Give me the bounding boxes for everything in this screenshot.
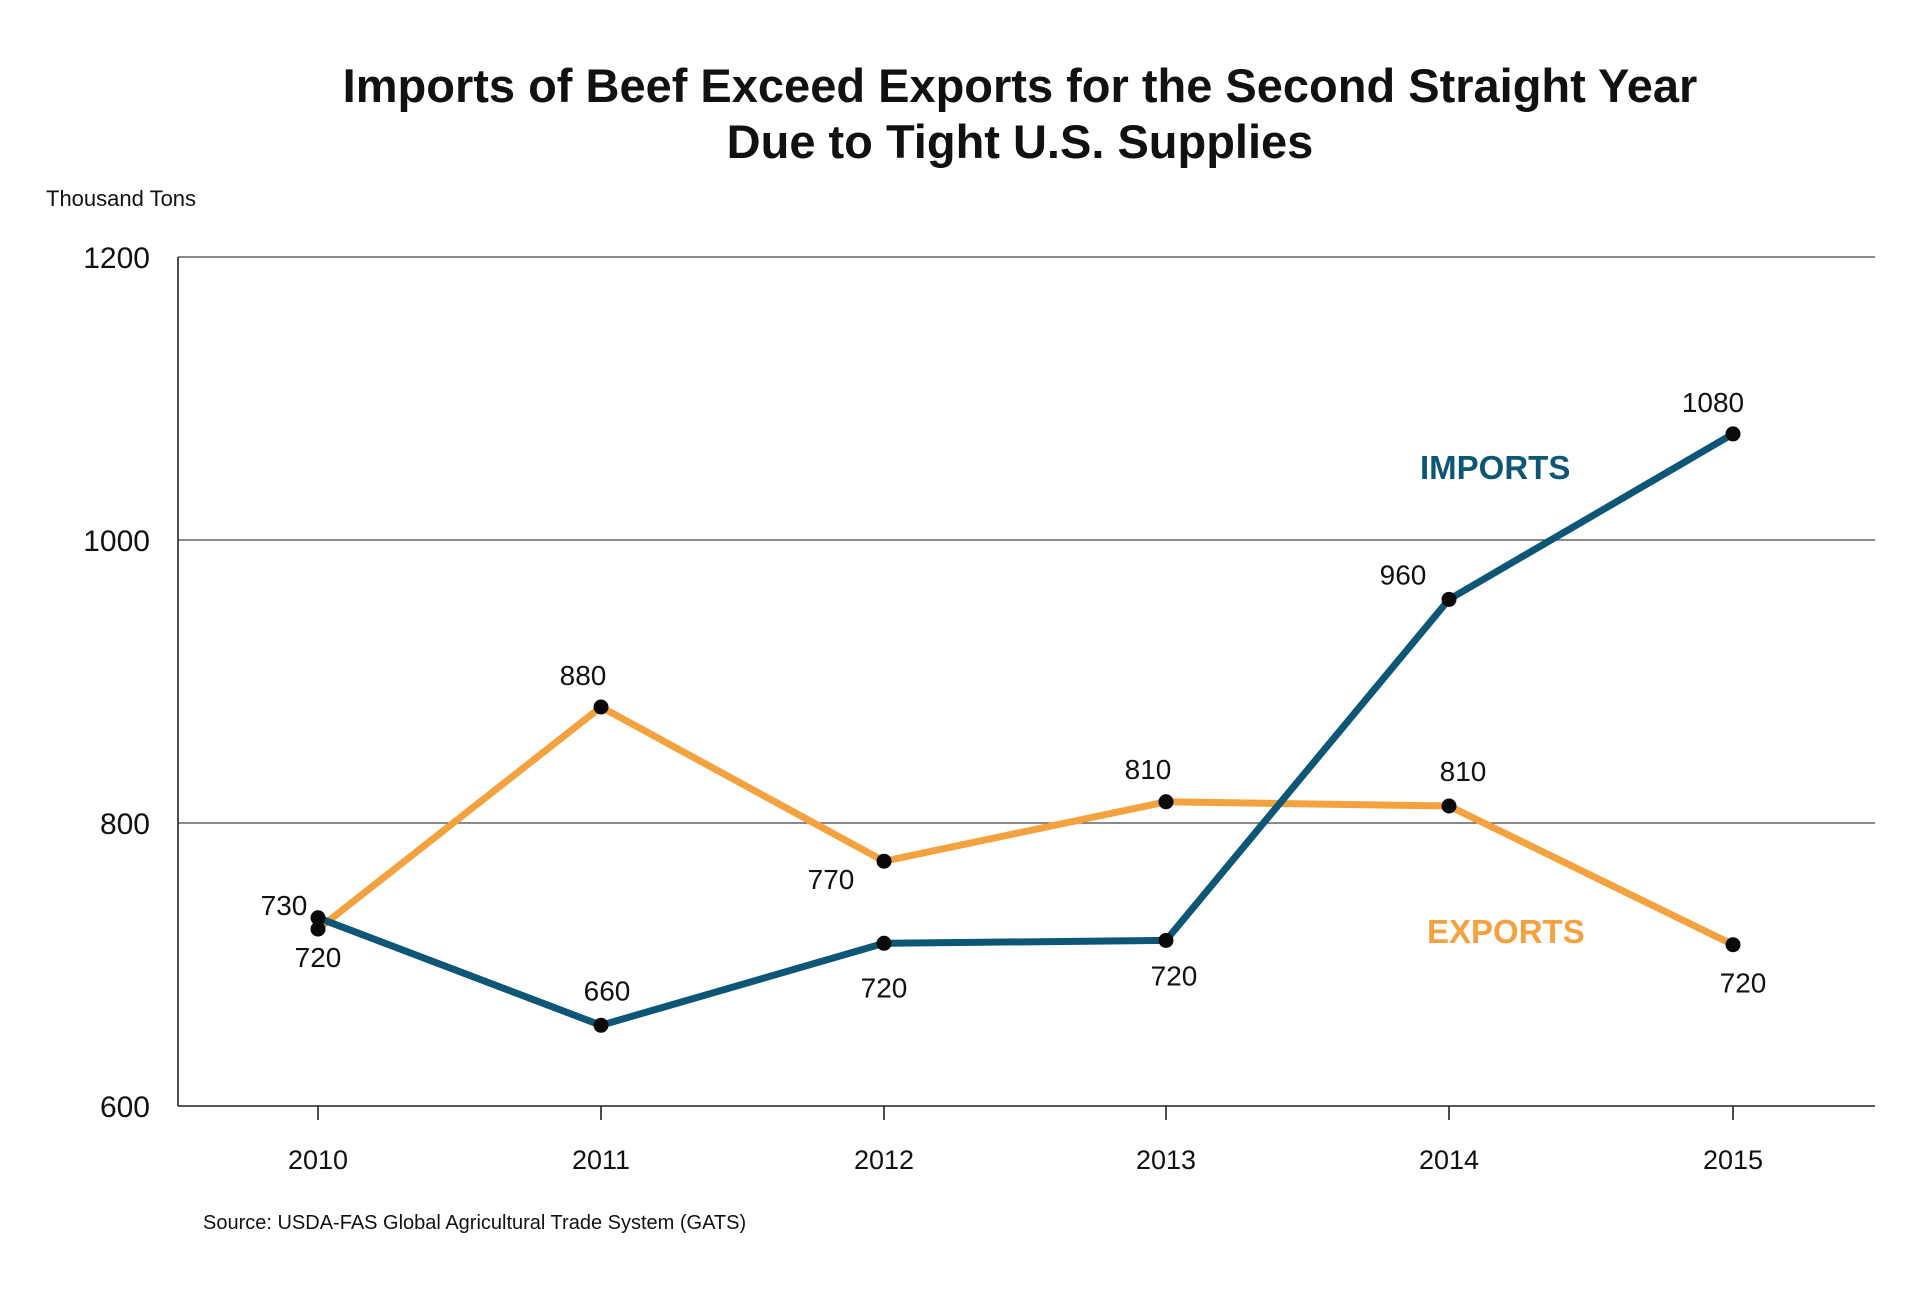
y-tick-label: 1200 bbox=[83, 242, 150, 275]
imports-data-label-2010: 720 bbox=[295, 942, 342, 973]
imports-point-2013 bbox=[1158, 932, 1174, 948]
imports-point-2012 bbox=[876, 935, 892, 951]
imports-data-label-2012: 720 bbox=[861, 972, 908, 1003]
exports-data-label-2014: 810 bbox=[1440, 756, 1487, 787]
x-tick-label: 2011 bbox=[572, 1145, 630, 1175]
source-note: Source: USDA-FAS Global Agricultural Tra… bbox=[203, 1212, 746, 1234]
x-tick-labels: 2010 2011 2012 2013 2014 2015 bbox=[288, 1145, 1763, 1175]
exports-data-label-2011: 880 bbox=[560, 660, 607, 691]
y-tick-label: 1000 bbox=[83, 525, 150, 558]
gridlines bbox=[178, 256, 1875, 824]
exports-series-label: EXPORTS bbox=[1427, 913, 1585, 950]
imports-point-2015 bbox=[1725, 426, 1741, 442]
exports-point-2011 bbox=[593, 699, 609, 715]
exports-point-2015 bbox=[1725, 937, 1741, 953]
chart-title-line-2: Due to Tight U.S. Supplies bbox=[727, 115, 1314, 168]
exports-line bbox=[315, 702, 1735, 948]
imports-data-label-2015: 1080 bbox=[1682, 387, 1744, 418]
exports-data-label-2010: 730 bbox=[261, 890, 308, 921]
chart-title-line-1: Imports of Beef Exceed Exports for the S… bbox=[343, 59, 1698, 112]
y-tick-label: 600 bbox=[100, 1091, 150, 1124]
exports-point-2014 bbox=[1441, 798, 1457, 814]
series-points bbox=[310, 426, 1741, 1033]
imports-data-label-2011: 660 bbox=[584, 975, 631, 1006]
series-lines bbox=[315, 430, 1735, 1029]
imports-series-label: IMPORTS bbox=[1420, 449, 1570, 486]
y-tick-label: 800 bbox=[100, 808, 150, 841]
imports-line bbox=[316, 430, 1735, 1029]
imports-point-2014 bbox=[1441, 591, 1457, 607]
exports-point-2012 bbox=[876, 853, 892, 869]
x-tick-label: 2013 bbox=[1136, 1145, 1196, 1175]
x-tick-label: 2015 bbox=[1703, 1145, 1763, 1175]
imports-data-label-2013: 720 bbox=[1151, 960, 1198, 991]
x-tick-label: 2012 bbox=[854, 1145, 914, 1175]
imports-point-2010 bbox=[310, 910, 326, 926]
exports-data-label-2015: 720 bbox=[1720, 968, 1767, 999]
data-labels: 720 660 720 720 960 1080 730 880 770 810 810 720 bbox=[261, 387, 1767, 1006]
exports-point-2013 bbox=[1158, 794, 1174, 810]
x-tick-label: 2014 bbox=[1419, 1145, 1479, 1175]
imports-point-2011 bbox=[593, 1017, 609, 1033]
exports-point-2010 bbox=[310, 921, 326, 937]
imports-data-label-2014: 960 bbox=[1380, 559, 1427, 590]
exports-data-label-2012: 770 bbox=[808, 864, 855, 895]
x-tick-label: 2010 bbox=[288, 1145, 348, 1175]
exports-data-label-2013: 810 bbox=[1125, 754, 1172, 785]
y-tick-labels: 600 800 1000 1200 bbox=[83, 242, 150, 1124]
axes bbox=[177, 257, 1875, 1120]
y-axis-unit-label: Thousand Tons bbox=[46, 186, 196, 211]
